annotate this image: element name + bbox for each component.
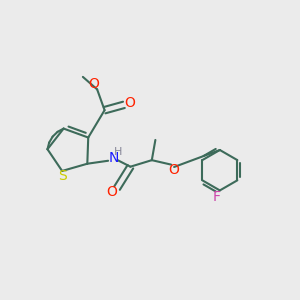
Text: O: O	[106, 185, 117, 199]
Text: O: O	[124, 96, 135, 110]
Text: O: O	[168, 163, 179, 177]
Text: N: N	[108, 151, 119, 165]
Text: H: H	[114, 147, 122, 158]
Text: S: S	[58, 169, 67, 183]
Text: O: O	[88, 77, 99, 91]
Text: F: F	[213, 190, 221, 204]
